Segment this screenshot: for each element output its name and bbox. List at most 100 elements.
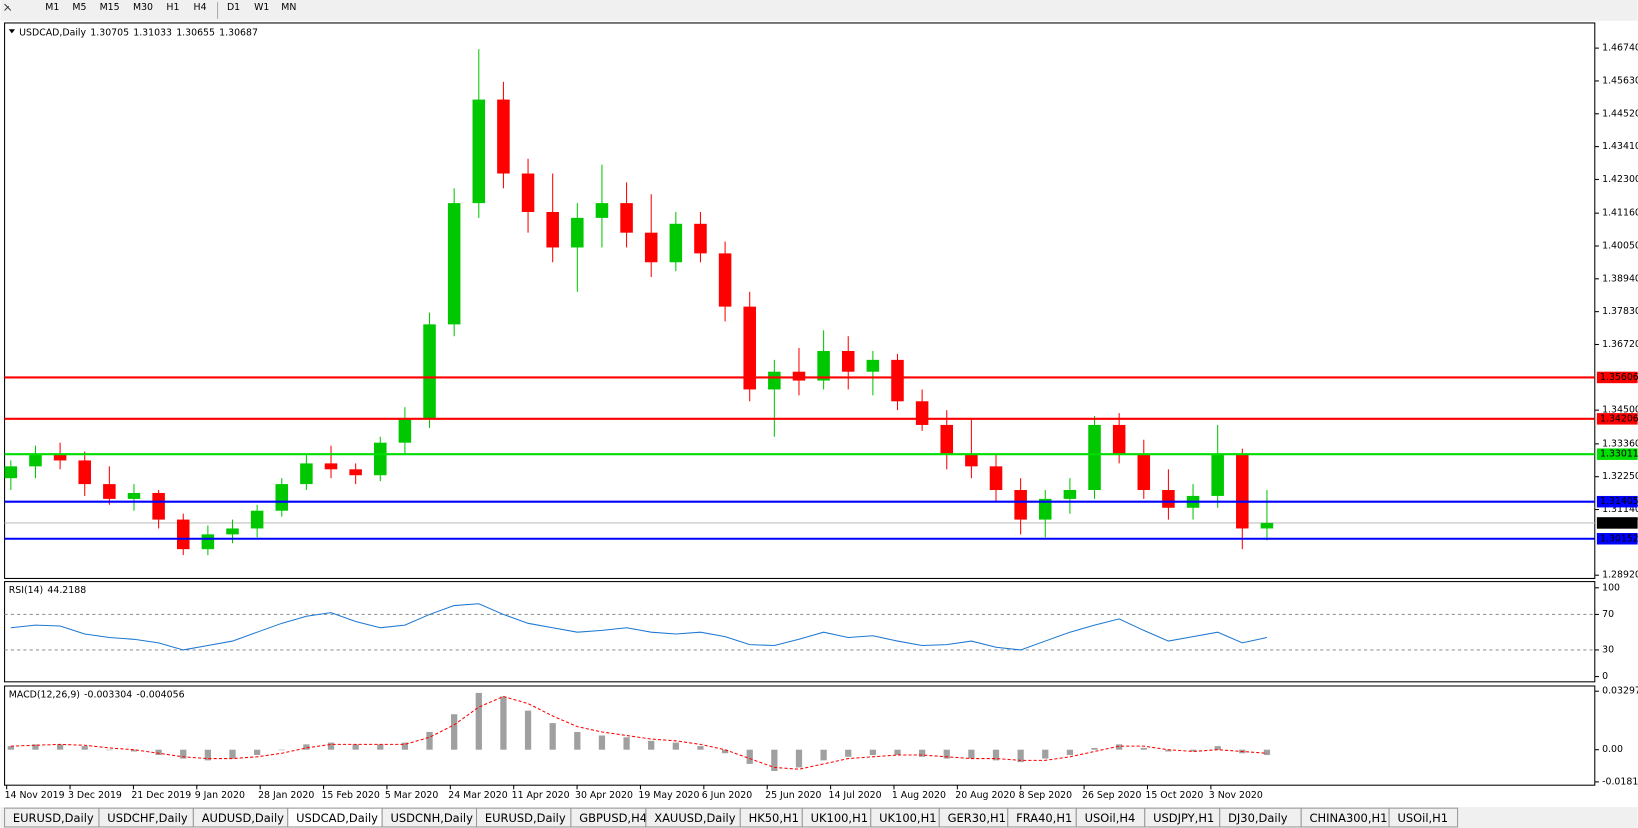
candle-body: [152, 492, 165, 520]
tab-label[interactable]: UK100,H1: [879, 811, 936, 825]
candle-body: [349, 469, 362, 476]
x-tick-label: 14 Jul 2020: [829, 790, 882, 801]
candle-body: [743, 306, 756, 390]
macd-bar: [204, 749, 212, 761]
tab-label[interactable]: USOil,H4: [1085, 811, 1136, 825]
tab-label[interactable]: USDCHF,Daily: [107, 811, 188, 825]
macd-bar: [1066, 749, 1074, 756]
x-tick-label: 3 Dec 2019: [68, 790, 122, 801]
macd-value: -0.003304: [84, 689, 132, 700]
timeframe-button[interactable]: H1: [166, 2, 179, 13]
macd-bar: [352, 744, 359, 750]
main-frame: [4, 22, 1596, 579]
ohlc-value: 1.30687: [219, 27, 258, 38]
tool-icon: [4, 3, 12, 11]
macd-bar: [1140, 747, 1147, 750]
timeframe-button[interactable]: W1: [254, 2, 269, 13]
tab-label[interactable]: AUDUSD,Daily: [202, 811, 284, 825]
y-tick-label: 1.28920: [1602, 570, 1638, 581]
tab-label[interactable]: EURUSD,Daily: [13, 811, 94, 825]
candle-body: [472, 99, 486, 204]
candle-body: [1039, 498, 1052, 520]
y-tick-label: 1.38940: [1602, 273, 1638, 284]
y-tick-label: 1.42300: [1602, 174, 1638, 185]
x-tick-label: 28 Jan 2020: [258, 790, 314, 801]
tab-label[interactable]: GBPUSD,H4: [579, 811, 647, 825]
chart-bg: [0, 20, 1638, 807]
timeframe-button[interactable]: M5: [72, 2, 86, 13]
tab-label[interactable]: USDCNH,Daily: [390, 811, 473, 825]
macd-bar: [746, 749, 753, 764]
tab[interactable]: [1388, 807, 1459, 828]
x-tick-label: 8 Sep 2020: [1019, 790, 1072, 801]
toolbar: [0, 0, 1638, 21]
ohlc-value: 1.31033: [133, 27, 172, 38]
tab-label[interactable]: DJ30,Daily: [1228, 811, 1288, 825]
tab-label[interactable]: XAUUSD,Daily: [654, 811, 735, 825]
candle-body: [176, 519, 190, 550]
price-label: 1.30687: [1600, 517, 1638, 528]
x-tick-label: 24 Mar 2020: [448, 790, 507, 801]
tab-label[interactable]: FRA40,H1: [1016, 811, 1072, 825]
timeframe-button[interactable]: M15: [100, 2, 120, 13]
macd-bar: [672, 742, 679, 750]
y-tick-label: -0.01815: [1602, 776, 1638, 787]
x-tick-label: 26 Sep 2020: [1082, 790, 1141, 801]
level-label: 1.33011: [1600, 449, 1638, 460]
tab-label[interactable]: USOil,H1: [1397, 811, 1448, 825]
x-tick-label: 21 Dec 2019: [131, 790, 191, 801]
candle-body: [1063, 490, 1077, 499]
candle-body: [718, 253, 732, 307]
candle-body: [768, 371, 781, 390]
candle-body: [374, 442, 387, 476]
level-label: 1.34206: [1600, 413, 1638, 424]
candle-body: [1014, 490, 1027, 520]
timeframe-button[interactable]: MN: [281, 2, 296, 13]
candle-body: [1088, 424, 1101, 491]
candle-body: [965, 454, 978, 467]
timeframe-button[interactable]: M1: [45, 2, 59, 13]
tab-label[interactable]: GER30,H1: [948, 811, 1006, 825]
macd-bar: [869, 749, 876, 756]
macd-name: MACD(12,26,9): [9, 689, 80, 700]
y-tick-label: 1.31140: [1602, 504, 1638, 515]
x-tick-label: 11 Apr 2020: [512, 790, 570, 801]
candle-body: [841, 350, 855, 372]
tab-label[interactable]: USDCAD,Daily: [296, 811, 378, 825]
x-tick-label: 30 Apr 2020: [575, 790, 633, 801]
tab-label[interactable]: HK50,H1: [749, 811, 799, 825]
candle-body: [817, 350, 830, 381]
y-tick-label: 100: [1602, 582, 1620, 593]
level-label: 1.31405: [1600, 496, 1638, 507]
candle-body: [694, 223, 707, 254]
candle-body: [940, 424, 954, 455]
tab-label[interactable]: CHINA300,H1: [1310, 811, 1388, 825]
candle-body: [78, 460, 91, 485]
tab-label[interactable]: UK100,H1: [811, 811, 868, 825]
timeframe-button[interactable]: H4: [194, 2, 207, 13]
candle-body: [644, 232, 658, 263]
price-tag: [1596, 517, 1638, 529]
candle-body: [53, 454, 67, 461]
macd-bar: [1189, 749, 1197, 752]
timeframe-button[interactable]: M30: [133, 2, 153, 13]
tab-label[interactable]: EURUSD,Daily: [485, 811, 566, 825]
candle-body: [669, 223, 683, 263]
timeframe-button[interactable]: D1: [227, 2, 240, 13]
macd-bar: [7, 746, 14, 750]
macd-bar: [377, 744, 384, 750]
macd-bar: [180, 749, 187, 759]
macd-bar: [106, 749, 113, 751]
macd-bar: [327, 742, 335, 750]
rsi-name: RSI(14): [9, 584, 43, 595]
macd-bar: [500, 696, 507, 750]
level-tag: [1596, 371, 1638, 384]
y-tick-label: 1.37830: [1602, 306, 1638, 317]
macd-bar: [32, 744, 39, 750]
candle-body: [546, 211, 559, 248]
candle-body: [300, 463, 313, 485]
tab-label[interactable]: USDJPY,H1: [1153, 811, 1214, 825]
candle-body: [447, 203, 461, 325]
y-tick-label: 1.40050: [1602, 240, 1638, 251]
candle-body: [915, 401, 929, 425]
